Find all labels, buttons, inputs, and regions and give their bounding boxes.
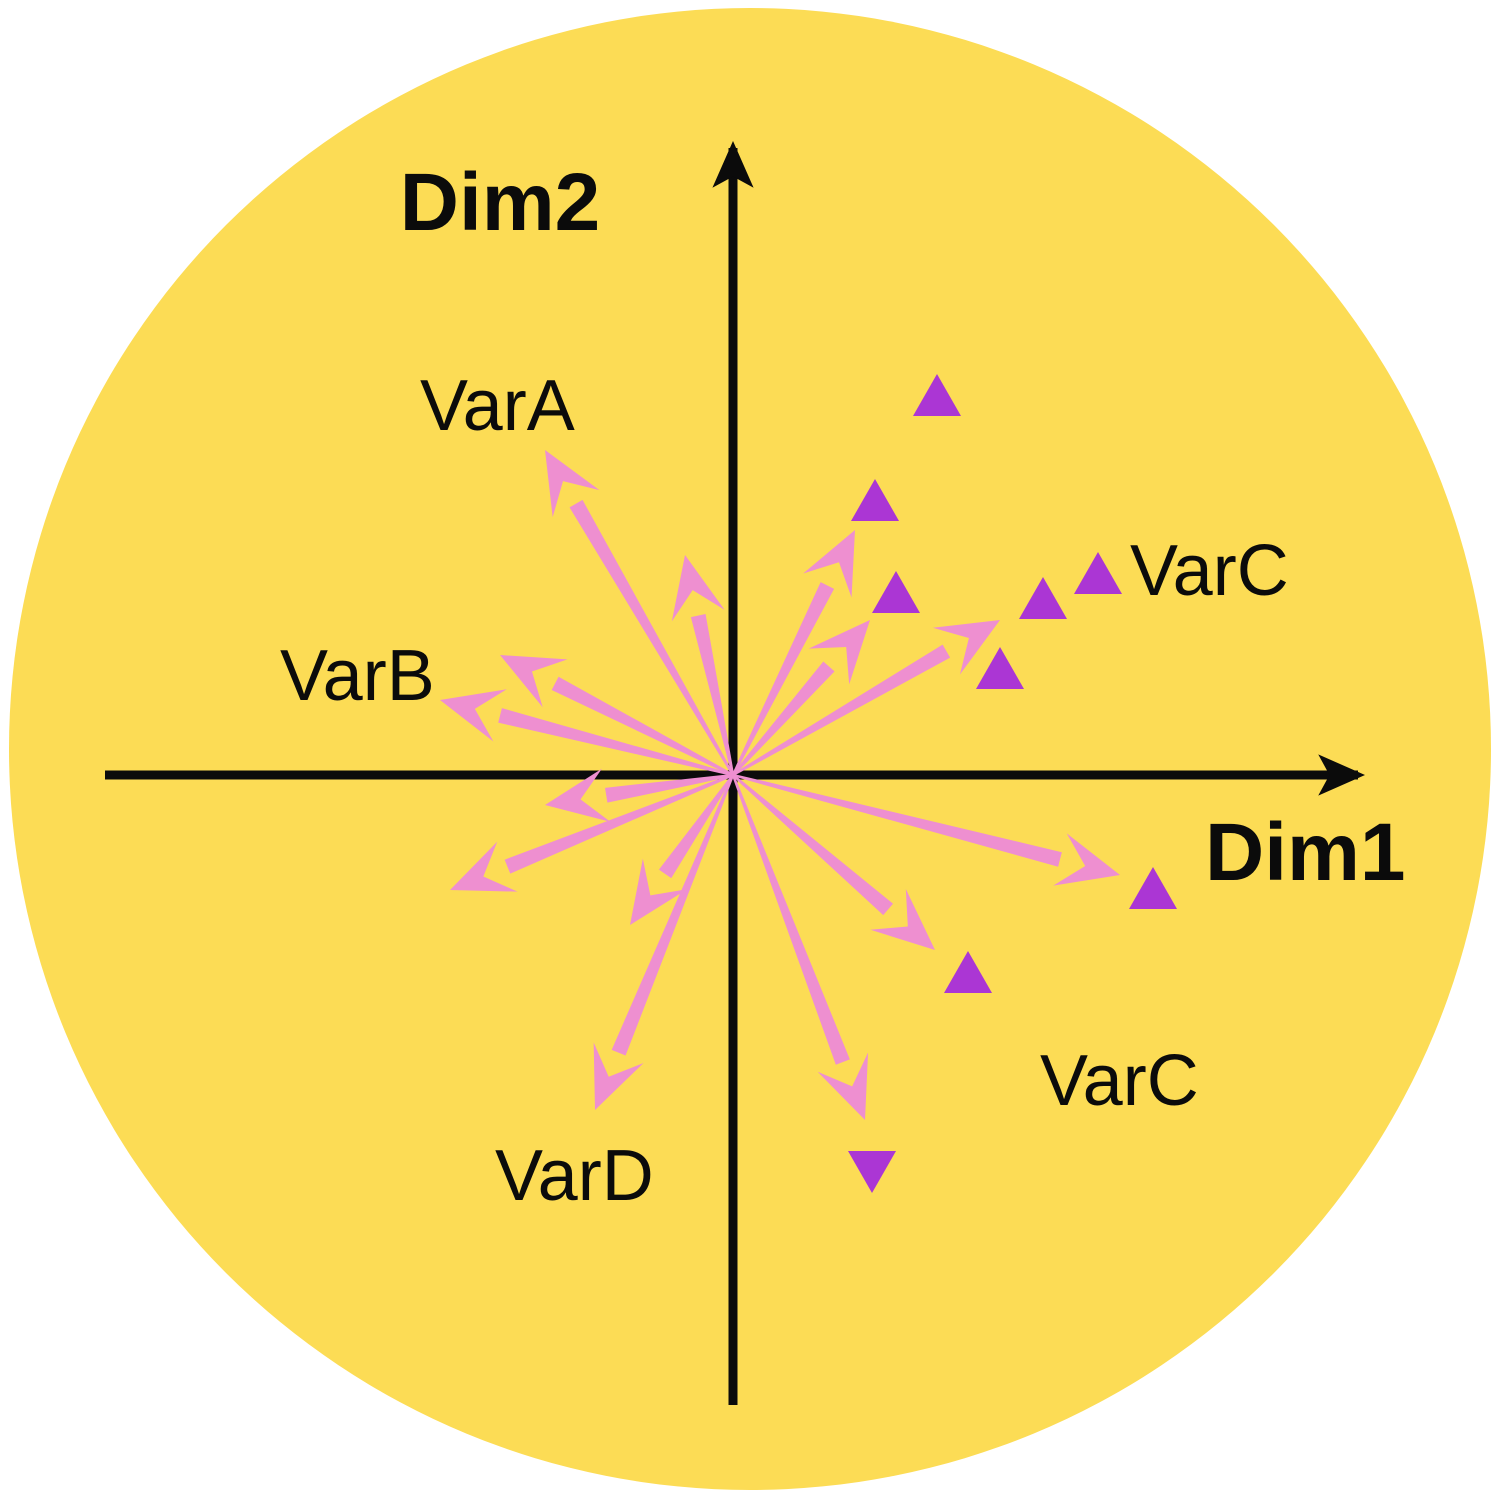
vector-shaft [732,773,1062,867]
x-axis-title: Dim1 [1205,807,1406,898]
vector-shaft [731,774,850,1065]
loading-vectors-group [440,450,1120,1120]
vector-arrowhead [630,858,688,925]
observation-point-marker [913,374,961,416]
vector-shaft [732,644,951,777]
vector-arrowhead [808,620,870,685]
loading-vector [500,655,734,777]
observation-point-marker [1129,867,1177,909]
loading-vector [732,774,935,950]
observation-point-marker [1019,577,1067,619]
loading-vector [440,689,734,777]
vector-shaft [731,582,835,776]
variable-labels-group: VarA VarB VarC VarD VarC [280,366,1289,1216]
vector-shaft [605,773,734,803]
variable-label: VarB [280,636,435,716]
observation-point-marker [851,479,899,521]
y-axis-title: Dim2 [400,157,601,248]
vector-shaft [569,499,735,776]
vector-arrowhead [450,841,518,892]
vector-shaft [732,774,894,916]
observation-point-marker [848,1151,896,1193]
loading-vector [545,450,735,776]
plot-background-circle [9,8,1491,1490]
vector-shaft [732,661,835,776]
vector-shaft [498,708,734,777]
vector-arrowhead [440,689,507,742]
observation-points-group [848,374,1177,1193]
loading-vector [450,773,734,892]
vector-arrowhead [803,530,855,598]
observation-point-marker [872,571,920,613]
observation-point-marker [1074,552,1122,594]
vector-arrowhead [870,888,935,950]
loading-vector [630,774,734,925]
loading-vector [545,768,734,822]
vector-arrowhead [593,1042,644,1110]
vector-arrowhead [545,768,611,822]
variable-label: VarA [420,366,575,446]
vector-arrowhead [817,1052,869,1120]
vector-arrowhead [500,655,568,708]
vector-arrowhead [545,450,600,518]
vector-shaft [611,774,735,1056]
variable-label: VarC [1130,531,1289,611]
observation-point-marker [976,647,1024,689]
vector-arrowhead [1053,833,1120,886]
loading-vector [732,773,1120,886]
vector-shaft [658,774,734,879]
loading-vector [671,555,735,776]
loading-vector [731,774,869,1120]
variable-label: VarD [495,1136,654,1216]
vector-arrowhead [932,620,1000,675]
loading-vector [731,530,855,776]
observation-point-marker [944,951,992,993]
vector-shaft [551,676,734,777]
loading-vector [732,620,1000,777]
vector-arrowhead [671,555,725,622]
loading-vector [732,620,870,776]
variable-label: VarC [1040,1041,1199,1121]
loading-vector [593,774,735,1110]
vector-shaft [504,773,734,874]
vector-shaft [690,613,735,776]
